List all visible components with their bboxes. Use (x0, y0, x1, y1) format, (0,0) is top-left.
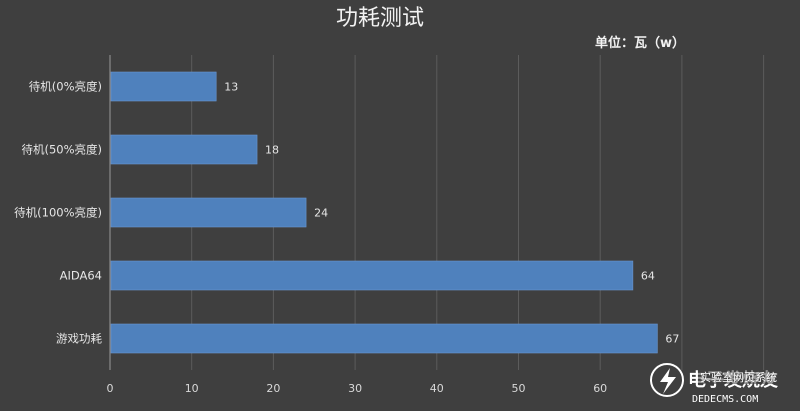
category-label: 游戏功耗 (56, 332, 102, 346)
bar (110, 134, 258, 165)
watermark-bolt-icon (660, 368, 676, 394)
bar (110, 323, 658, 354)
x-tick-label: 0 (107, 382, 114, 395)
x-tick-label: 10 (185, 382, 199, 395)
x-tick-labels: 0 10 20 30 40 50 60 (107, 382, 608, 395)
category-label: 待机(50%亮度) (21, 143, 102, 157)
category-label: 待机(100%亮度) (14, 206, 102, 220)
x-tick-label: 50 (512, 382, 526, 395)
category-label: 待机(0%亮度) (29, 80, 102, 94)
value-label: 64 (641, 270, 655, 283)
watermark-overlay-bg (698, 370, 794, 384)
chart-title: 功耗测试 (336, 6, 424, 31)
bar (110, 197, 307, 228)
value-label: 13 (224, 81, 238, 94)
value-label: 67 (665, 333, 679, 346)
bar (110, 260, 634, 291)
x-tick-label: 30 (348, 382, 362, 395)
bar (110, 71, 217, 102)
value-label: 18 (265, 144, 279, 157)
watermark: 电子发烧友 实验室网页系统 DEDECMS.COM (650, 363, 794, 405)
bars (110, 71, 658, 354)
value-labels: 13 18 24 64 67 (224, 81, 679, 346)
unit-label: 单位：瓦（w） (595, 35, 685, 51)
x-tick-label: 60 (593, 382, 607, 395)
watermark-overlay-text: 实验室网页系统 (700, 370, 777, 384)
watermark-logo-icon (650, 363, 684, 397)
category-labels: 待机(0%亮度) 待机(50%亮度) 待机(100%亮度) AIDA64 游戏功耗 (14, 80, 102, 346)
category-label: AIDA64 (60, 269, 102, 283)
gridlines (191, 55, 765, 370)
x-tick-label: 40 (430, 382, 444, 395)
x-tick-label: 20 (266, 382, 280, 395)
watermark-url: DEDECMS.COM (692, 394, 758, 405)
value-label: 24 (314, 207, 328, 220)
